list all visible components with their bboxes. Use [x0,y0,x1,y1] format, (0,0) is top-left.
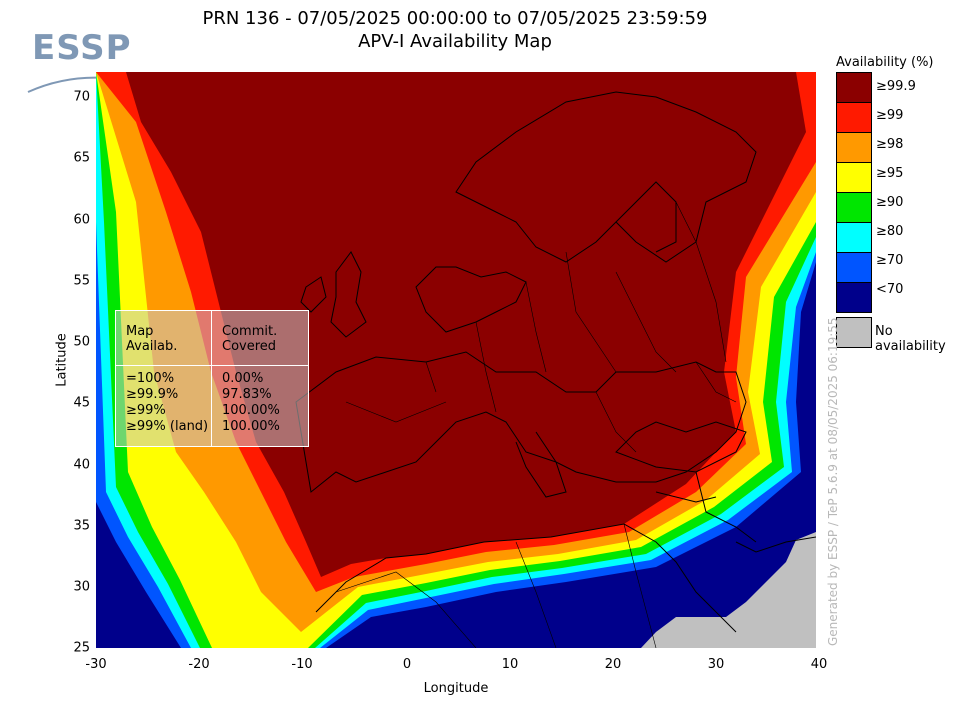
legend-label: ≥99 [876,108,904,123]
coverage-stats-box: Map Availab. Commit. Covered =100% 0.00%… [115,310,309,447]
map-title: PRN 136 - 07/05/2025 00:00:00 to 07/05/2… [202,8,708,29]
y-tick: 30 [73,579,90,595]
legend-label-no-availability: No availability [875,324,946,354]
legend-swatch-98 [837,133,871,163]
stats-header-map: Map Availab. [126,324,178,354]
y-tick: 60 [73,212,90,228]
stats-covered-value: 97.83% [222,387,272,402]
legend-swatch-80 [837,223,871,253]
y-tick: 70 [73,89,90,105]
x-tick: -20 [188,657,210,672]
no-availability-area [641,532,816,648]
legend-label: ≥90 [876,195,904,210]
stats-map-value: ≥99% (land) [126,419,209,434]
stats-header-covered: Commit. Covered [222,324,278,354]
stats-covered-value: 0.00% [222,371,264,386]
legend-label: ≥80 [876,224,904,239]
legend-label: ≥99.9 [876,79,916,94]
stats-map-value: ≥99% [126,403,166,418]
map-subtitle: APV-I Availability Map [358,31,552,52]
country-borders [335,201,737,648]
x-tick: -30 [85,657,107,672]
x-tick: 0 [402,657,412,672]
x-axis-label: Longitude [423,681,489,696]
band-99-9 [126,72,806,577]
y-tick: 55 [73,273,90,289]
x-tick: -10 [291,657,313,672]
x-tick: 40 [810,657,828,672]
legend-label: <70 [876,282,904,297]
y-tick: 35 [73,518,90,534]
stats-covered-value: 100.00% [222,419,280,434]
generated-by-watermark: Generated by ESSP / TeP 5.6.9 at 08/05/2… [826,317,840,646]
legend-swatch-99 [837,103,871,133]
stats-map-value: =100% [126,371,175,386]
legend-swatch-lt70 [837,283,871,312]
legend-title: Availability (%) [836,55,934,70]
essp-logo: ESSP [14,14,145,93]
y-tick: 25 [73,640,90,656]
coastlines [295,91,816,633]
legend-label: ≥98 [876,137,904,152]
y-tick: 45 [73,395,90,411]
legend-color-scale [836,72,872,313]
legend-label: ≥70 [876,253,904,268]
y-tick: 65 [73,150,90,166]
legend-swatch-90 [837,193,871,223]
x-tick: 30 [707,657,725,672]
x-tick: 20 [604,657,622,672]
stats-covered-value: 100.00% [222,403,280,418]
legend-swatch-95 [837,163,871,193]
x-tick: 10 [501,657,519,672]
y-tick: 40 [73,457,90,473]
y-tick: 50 [73,334,90,350]
stats-map-value: ≥99.9% [126,387,179,402]
legend-swatch-70 [837,253,871,283]
legend-swatch-99-9 [837,73,871,103]
y-axis-label: Latitude [54,333,70,387]
availability-map [96,72,816,648]
legend-label: ≥95 [876,166,904,181]
logo-text: ESSP [32,28,132,68]
legend-swatch-no-availability [836,317,872,348]
